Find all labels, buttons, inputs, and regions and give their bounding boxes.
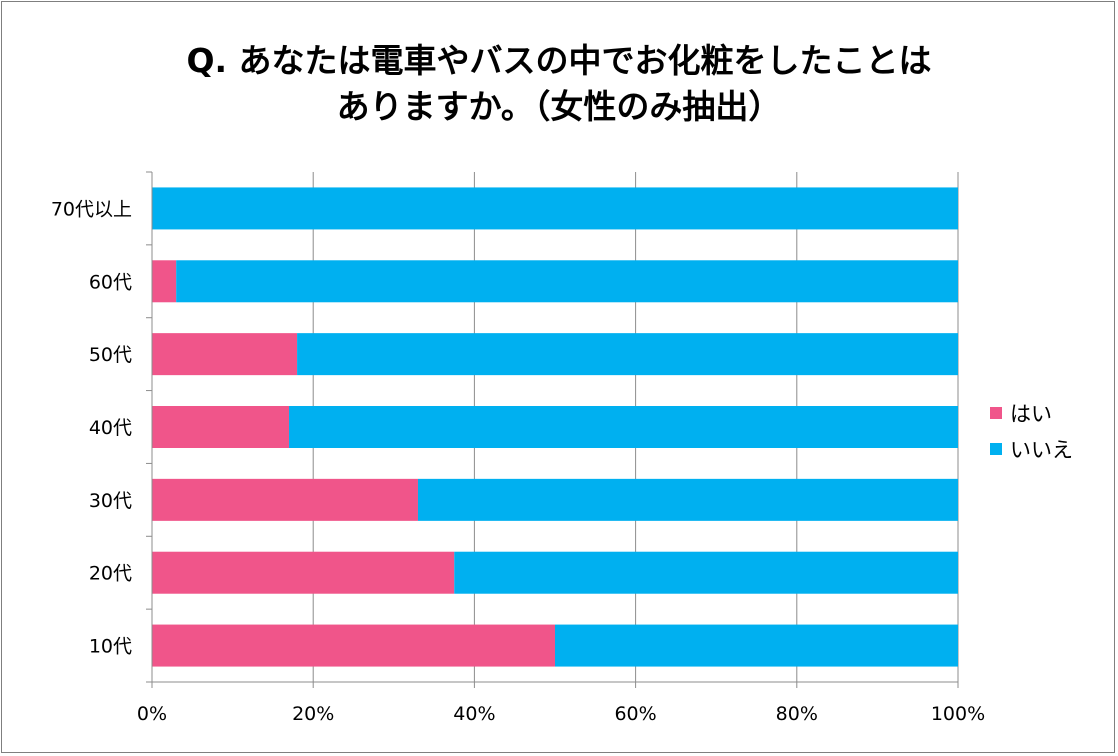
x-tick-label: 80% bbox=[776, 703, 818, 725]
legend-label-yes: はい bbox=[1010, 402, 1052, 426]
legend-label-no: いいえ bbox=[1010, 438, 1073, 462]
bar-no bbox=[176, 260, 958, 303]
x-tick-label: 60% bbox=[614, 703, 656, 725]
y-tick-label: 30代 bbox=[89, 490, 132, 512]
x-tick-label: 20% bbox=[292, 703, 334, 725]
x-tick-label: 40% bbox=[453, 703, 495, 725]
bar-yes bbox=[152, 624, 555, 667]
legend-swatch-yes bbox=[990, 407, 1002, 419]
x-tick-label: 0% bbox=[137, 703, 167, 725]
chart-title: Q. あなたは電車やバスの中でお化粧をしたことは ありますか。（女性のみ抽出） bbox=[0, 38, 1118, 130]
bar-yes bbox=[152, 551, 455, 594]
y-tick-label: 20代 bbox=[89, 563, 132, 585]
bar-no bbox=[289, 406, 958, 448]
bar-no bbox=[297, 333, 959, 376]
y-tick-label: 60代 bbox=[89, 271, 132, 293]
bar-no bbox=[152, 187, 958, 230]
bar-yes bbox=[152, 260, 177, 303]
y-tick-label: 40代 bbox=[89, 417, 132, 439]
legend-item-no: いいえ bbox=[990, 431, 1073, 467]
chart-title-line-2: ありますか。（女性のみ抽出） bbox=[336, 87, 782, 126]
bar-yes bbox=[152, 333, 298, 376]
legend-item-yes: はい bbox=[990, 395, 1073, 431]
bar-no bbox=[417, 478, 959, 521]
x-tick-label: 100% bbox=[931, 703, 985, 725]
legend-swatch-no bbox=[990, 443, 1002, 455]
bar-no bbox=[454, 551, 958, 594]
legend: はい いいえ bbox=[990, 395, 1073, 467]
chart-title-line-1: Q. あなたは電車やバスの中でお化粧をしたことは bbox=[186, 41, 932, 80]
y-tick-label: 70代以上 bbox=[51, 198, 132, 220]
bar-yes bbox=[152, 406, 290, 448]
bar-no bbox=[555, 624, 958, 667]
y-tick-label: 50代 bbox=[89, 344, 132, 366]
y-tick-label: 10代 bbox=[89, 636, 132, 658]
bar-yes bbox=[152, 478, 418, 521]
